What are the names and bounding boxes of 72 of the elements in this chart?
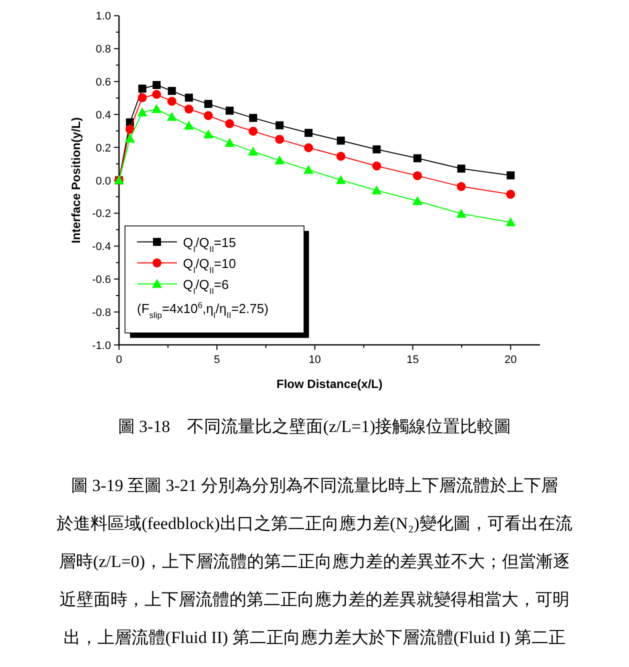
point bbox=[372, 185, 382, 194]
point bbox=[372, 161, 382, 170]
point bbox=[304, 164, 314, 174]
x-tick-label: 20 bbox=[504, 354, 517, 366]
point bbox=[249, 114, 258, 122]
point bbox=[184, 120, 194, 130]
y-tick-label: 1.0 bbox=[96, 10, 111, 23]
point bbox=[203, 129, 214, 138]
point bbox=[336, 174, 346, 184]
point bbox=[138, 93, 147, 102]
point bbox=[275, 134, 284, 144]
point bbox=[336, 136, 345, 145]
point bbox=[167, 96, 176, 106]
point bbox=[152, 104, 162, 114]
x-tick-label: 15 bbox=[406, 354, 419, 366]
point bbox=[304, 128, 313, 137]
point bbox=[506, 190, 516, 199]
y-tick-label: 0.0 bbox=[96, 175, 111, 188]
text: 出，上層流體(Fluid II) 第二正向應力差大於下層流體(Fluid I) 第二正 bbox=[63, 628, 566, 647]
caption: 圖 3-18 不同流量比之壁面(z/L=1)接觸線位置比較圖 bbox=[118, 417, 512, 436]
point bbox=[274, 155, 285, 164]
legend-label: Q$_{I}$/Q$_{II}$=10 bbox=[183, 256, 236, 275]
point bbox=[204, 100, 212, 108]
x-tick-label: 0 bbox=[116, 354, 122, 366]
y-axis-title: Interface Position(y/L) bbox=[69, 117, 83, 244]
y-tick-label: -1.0 bbox=[92, 340, 111, 352]
point bbox=[137, 107, 148, 116]
point bbox=[412, 171, 422, 180]
point bbox=[304, 143, 314, 152]
legend-label: Q$_{I}$/Q$_{II}$=15 bbox=[183, 234, 236, 254]
y-tick-label: 0.2 bbox=[96, 142, 111, 154]
point bbox=[506, 217, 516, 226]
point bbox=[412, 196, 422, 206]
point bbox=[276, 121, 284, 130]
point bbox=[506, 171, 515, 180]
point bbox=[184, 104, 194, 114]
y-tick-label: 0.6 bbox=[96, 76, 111, 89]
point bbox=[456, 182, 466, 192]
point bbox=[224, 138, 235, 147]
point bbox=[152, 90, 162, 99]
y-tick-label: -0.2 bbox=[92, 208, 111, 220]
point bbox=[225, 119, 234, 128]
text: (F$_{slip}$=4x10$^{6}$,η$_{I}$/η$_{II}$=2.75) bbox=[137, 300, 268, 320]
y-tick-label: -0.6 bbox=[92, 274, 111, 286]
caption: 圖 3-19 至圖 3-21 分別為分別為不同流量比時上下層流體於上下層 bbox=[70, 476, 558, 495]
point bbox=[457, 164, 466, 173]
point bbox=[166, 112, 177, 121]
point bbox=[226, 106, 234, 115]
y-tick-label: -0.8 bbox=[92, 306, 111, 319]
text: 於進料區域(feedblock)出口之第二正向應力差(N₂)變化圖，可看出在流 bbox=[56, 514, 572, 533]
x-axis-title: Flow Distance(x/L) bbox=[276, 376, 383, 391]
point bbox=[168, 86, 176, 95]
point bbox=[184, 94, 193, 102]
point bbox=[125, 124, 134, 134]
text: 近壁面時，上下層流體的第二正向應力差的差異就變得相當大，可明 bbox=[60, 590, 570, 609]
point bbox=[204, 111, 213, 120]
x-tick-label: 5 bbox=[214, 354, 220, 366]
point bbox=[248, 146, 258, 156]
point bbox=[248, 126, 258, 136]
y-tick-label: -0.4 bbox=[92, 241, 111, 254]
point bbox=[456, 208, 466, 218]
point bbox=[336, 152, 346, 161]
point bbox=[152, 80, 161, 89]
point bbox=[124, 134, 135, 143]
y-tick-label: 0.8 bbox=[96, 44, 111, 56]
text: 層時(z/L=0)，上下層流體的第二正向應力差的差異並不大；但當漸逐 bbox=[58, 552, 570, 571]
point bbox=[413, 154, 422, 162]
y-tick-label: 0.4 bbox=[96, 109, 111, 122]
legend-label: Q$_{I}$/Q$_{II}$=6 bbox=[183, 276, 229, 296]
x-tick-label: 10 bbox=[308, 354, 321, 366]
point bbox=[372, 145, 381, 154]
point bbox=[138, 84, 146, 93]
